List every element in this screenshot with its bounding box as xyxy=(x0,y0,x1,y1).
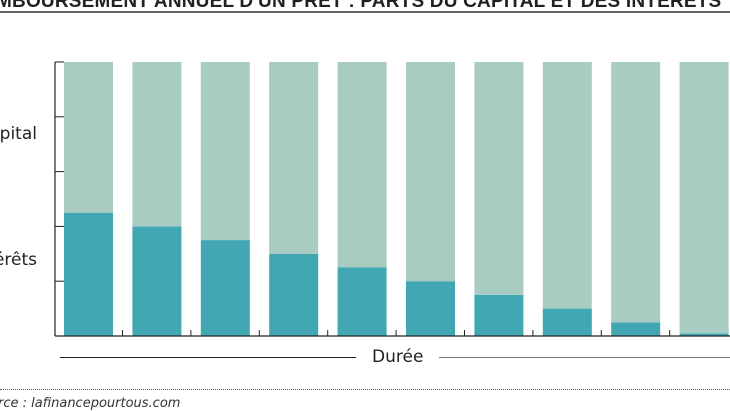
bar-interets-6 xyxy=(406,281,455,336)
chart-title: MBOURSEMENT ANNUEL D'UN PRÊT : PARTS DU … xyxy=(0,0,722,12)
bar-interets-5 xyxy=(337,267,387,336)
bar-capital-4 xyxy=(269,62,319,254)
bar-interets-10 xyxy=(679,333,729,336)
bar-capital-6 xyxy=(406,62,455,282)
bar-interets-9 xyxy=(611,322,661,336)
bar-capital-10 xyxy=(679,62,729,334)
x-axis-label: Durée xyxy=(372,347,424,367)
bar-capital-8 xyxy=(542,62,592,309)
x-axis-label-area: Durée xyxy=(0,345,730,371)
title-rule xyxy=(0,11,730,13)
bar-capital-2 xyxy=(132,62,182,227)
bar-interets-2 xyxy=(132,226,182,336)
bar-capital-7 xyxy=(474,62,524,295)
bar-interets-7 xyxy=(474,294,524,336)
bar-capital-3 xyxy=(200,62,250,241)
chart-plot xyxy=(54,61,730,337)
bar-interets-1 xyxy=(64,212,113,336)
source-note: rce : lafinancepourtous.com xyxy=(0,396,181,411)
bar-capital-9 xyxy=(611,62,661,323)
bar-capital-1 xyxy=(64,62,113,213)
footer-divider xyxy=(0,389,730,390)
bar-interets-3 xyxy=(200,240,250,336)
x-label-line-left xyxy=(60,357,356,358)
x-label-line-right xyxy=(439,357,730,358)
series-label-capital: pital xyxy=(0,124,37,144)
bar-interets-4 xyxy=(269,253,319,336)
series-label-interets: érêts xyxy=(0,250,37,270)
bar-interets-8 xyxy=(542,308,592,336)
bar-capital-5 xyxy=(337,62,387,268)
